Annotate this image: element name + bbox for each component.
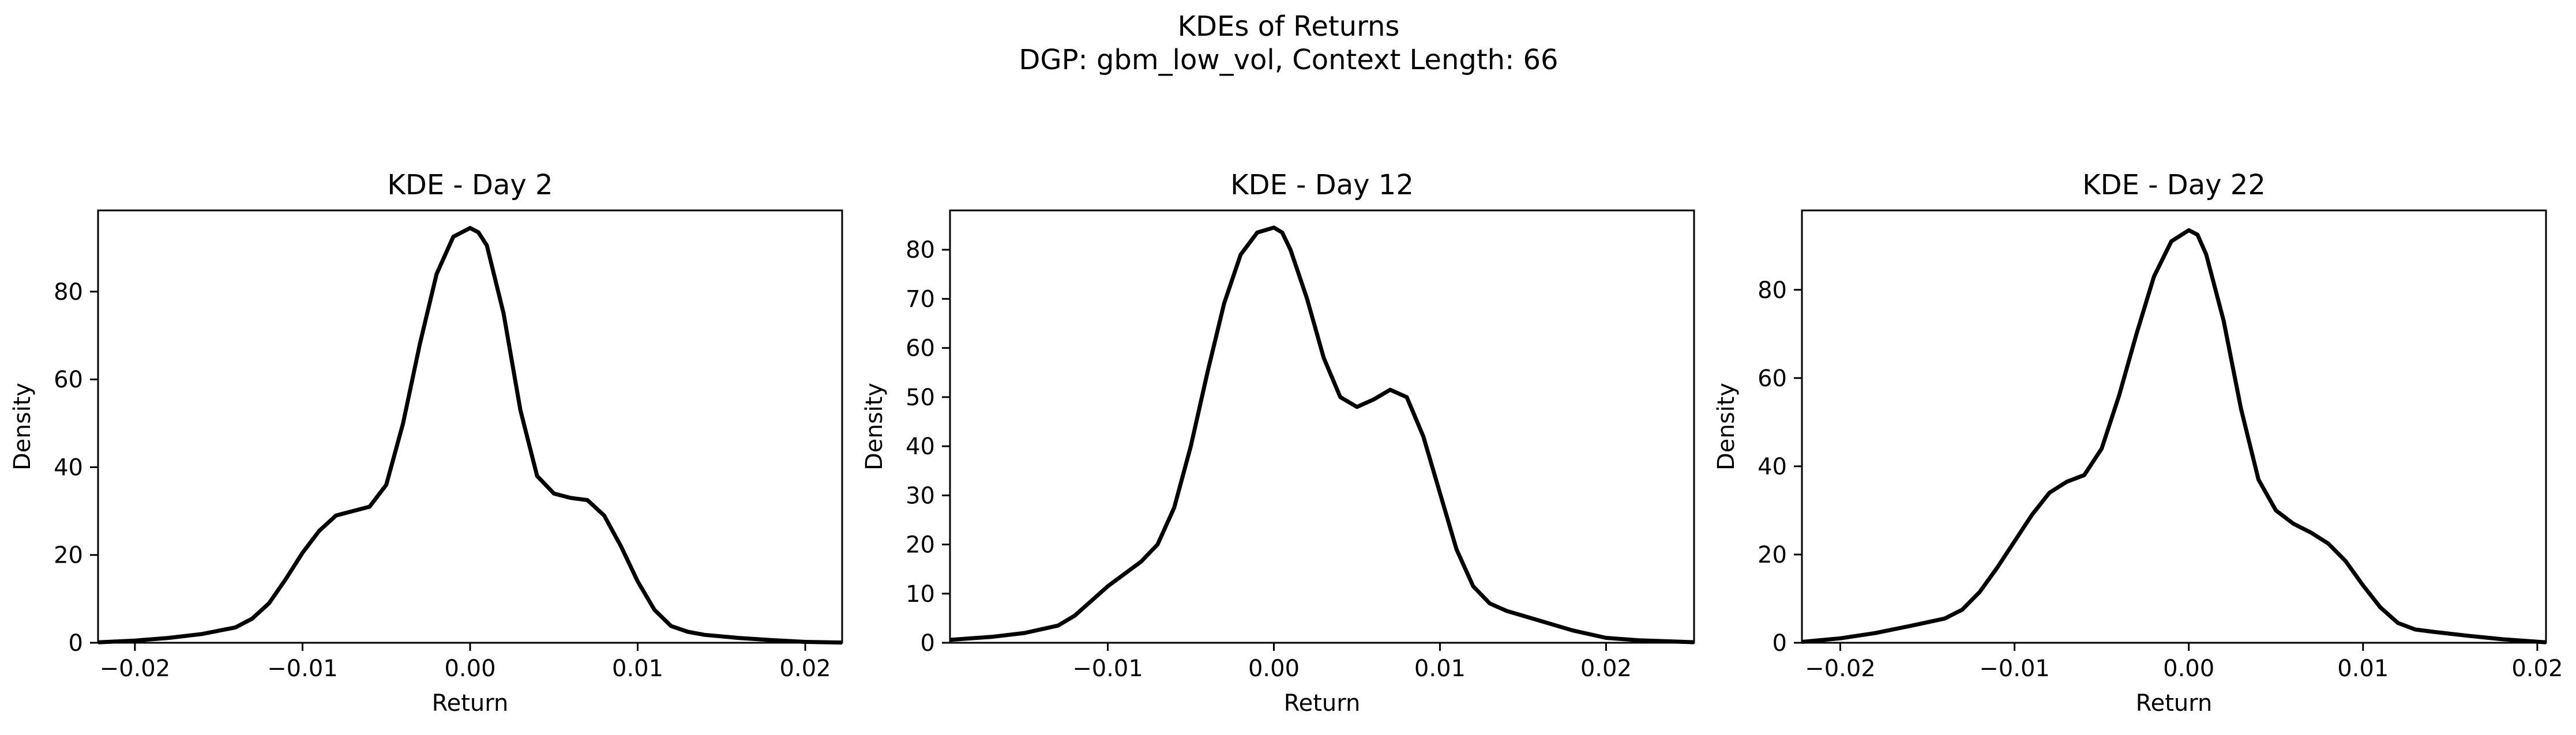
y-tick-label: 60 [906, 336, 935, 362]
y-tick-label: 80 [1758, 277, 1787, 304]
y-tick-label: 80 [54, 279, 83, 306]
x-tick-label: 0.01 [1414, 655, 1466, 682]
x-tick-label: 0.02 [1580, 655, 1632, 682]
y-tick-label: 70 [906, 286, 935, 312]
axes-frame [1801, 209, 2547, 644]
y-axis-label: Density [1713, 383, 1740, 470]
y-tick-label: 40 [906, 434, 935, 460]
y-tick-label: 60 [1758, 365, 1787, 392]
x-tick-label: 0.01 [612, 655, 663, 682]
y-tick-label: 20 [1758, 542, 1787, 568]
x-tick-label: −0.02 [1805, 655, 1876, 682]
x-tick-label: 0.01 [2337, 655, 2389, 682]
subplot-day-22: −0.02 −0.01 0.00 0.01 0.02 0 20 40 60 80 KDE - Day… [1713, 169, 2563, 717]
x-axis-label: Return [432, 690, 509, 717]
y-tick-label: 80 [906, 237, 935, 263]
y-tick-label: 30 [906, 483, 935, 509]
x-tick-label: −0.01 [1979, 655, 2050, 682]
y-tick-label: 20 [906, 532, 935, 559]
kde-curve [1801, 228, 2547, 644]
x-tick-label: −0.01 [1072, 655, 1143, 682]
y-axis-label: Density [861, 383, 888, 470]
subplot-day-12: −0.01 0.00 0.01 0.02 0 10 20 30 40 50 60 70 80 KDE - … [861, 169, 1695, 717]
x-tick-label: 0.00 [1248, 655, 1300, 682]
subplot-title: KDE - Day 12 [1230, 169, 1414, 201]
figure-subtitle: DGP: gbm_low_vol, Context Length: 66 [1019, 44, 1558, 76]
axes-frame [949, 209, 1695, 644]
y-tick-label: 40 [54, 454, 83, 481]
y-tick-label: 10 [906, 581, 935, 608]
x-tick-label: −0.01 [267, 655, 338, 682]
y-tick-label: 0 [1773, 630, 1787, 657]
subplot-day-2: −0.02 −0.01 0.00 0.01 0.02 0 20 40 60 80 KDE - Day… [9, 169, 843, 717]
x-tick-label: 0.00 [444, 655, 495, 682]
x-axis-label: Return [2136, 690, 2213, 717]
y-tick-label: 60 [54, 367, 83, 393]
x-axis-label: Return [1284, 690, 1361, 717]
y-tick-label: 0 [921, 630, 935, 657]
x-tick-label: 0.02 [780, 655, 831, 682]
x-tick-label: 0.00 [2163, 655, 2214, 682]
y-tick-label: 50 [906, 385, 935, 411]
subplot-title: KDE - Day 2 [387, 169, 553, 201]
kde-curve [949, 225, 1695, 644]
subplot-title: KDE - Day 22 [2082, 169, 2266, 201]
x-tick-label: 0.02 [2511, 655, 2563, 682]
x-tick-label: −0.02 [100, 655, 171, 682]
y-tick-label: 40 [1758, 454, 1787, 480]
figure-title: KDEs of Returns [1178, 10, 1400, 43]
y-tick-label: 20 [54, 542, 83, 569]
y-tick-label: 0 [69, 630, 83, 657]
y-axis-label: Density [9, 383, 36, 470]
kde-curve [97, 226, 843, 645]
